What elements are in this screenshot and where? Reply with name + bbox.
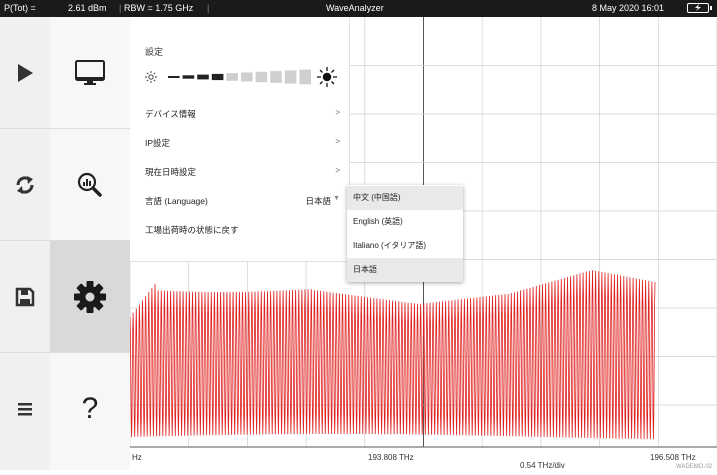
spectrum-trace [129,270,656,440]
sub-nav: ? [50,17,130,470]
brightness-low-icon [145,71,157,83]
rbw-readout: RBW = 1.75 GHz [124,3,194,13]
brightness-step [270,71,282,83]
brightness-step [255,71,268,83]
main-menu-button[interactable] [0,353,50,465]
chevron-right-icon: > [335,108,340,117]
brightness-step [226,73,238,81]
brightness-step [284,70,297,84]
x-axis-center-label: 193.808 THz [368,453,414,462]
settings-title: 設定 [145,47,164,57]
brightness-step [182,75,195,79]
battery-icon [687,3,712,13]
play-icon [18,63,33,82]
save-icon [15,287,35,306]
refresh-button[interactable] [0,129,50,241]
status-bar: P(Tot) = 2.61 dBm | RBW = 1.75 GHz | Wav… [0,0,717,17]
refresh-icon [16,175,34,194]
ptot-value: 2.61 dBm [68,3,107,13]
help-icon: ? [81,392,99,425]
language-select-value[interactable]: 日本語 [305,196,331,206]
gear-icon [74,280,106,313]
brightness-step [299,69,311,85]
left-nav [0,17,51,470]
menu-item-label: デバイス情報 [145,109,196,119]
brightness-step [211,73,224,81]
scale-per-div-label: 0.54 THz/div [520,461,565,470]
help-button[interactable]: ? [50,353,130,465]
monitor-icon [75,59,105,85]
chevron-down-icon: ▼ [333,195,340,202]
brightness-high-icon [317,67,337,87]
menu-item-label: 工場出荷時の状態に戻す [145,225,239,235]
menu-item-label: 言語 (Language) [145,196,208,206]
brightness-step [168,76,180,78]
divider: | [119,3,122,13]
divider: | [207,3,210,13]
language-option[interactable]: 中文 (中国語) [347,186,463,210]
watermark: WADEMO-02 [676,464,713,470]
language-dropdown: 中文 (中国語) English (英語) Italiano (イタリア語) 日… [347,185,463,282]
run-button[interactable] [0,17,50,129]
analysis-button[interactable] [50,129,130,241]
menu-item-ip-settings[interactable]: IP設定 > [145,137,340,149]
ptot-label: P(Tot) = [4,3,36,13]
menu-icon [18,403,32,416]
x-axis-start-label: Hz [132,453,142,462]
menu-item-factory-reset[interactable]: 工場出荷時の状態に戻す [145,224,340,236]
menu-item-datetime-settings[interactable]: 現在日時設定 > [145,166,340,178]
datetime: 8 May 2020 16:01 [592,3,665,13]
language-option[interactable]: 日本語 [347,258,463,282]
zoom-chart-icon [77,172,102,197]
settings-button[interactable] [50,241,130,353]
app-title: WaveAnalyzer [326,3,384,13]
brightness-slider[interactable] [145,66,340,88]
language-option[interactable]: Italiano (イタリア語) [353,241,427,250]
brightness-step [197,74,209,80]
menu-item-label: IP設定 [145,138,171,148]
chevron-right-icon: > [335,137,340,146]
x-axis-end-label: 196.508 THz [650,453,696,462]
menu-item-device-info[interactable]: デバイス情報 > [145,108,340,120]
language-option[interactable]: English (英語) [353,217,403,226]
menu-item-language[interactable]: 言語 (Language) 日本語 ▼ [145,195,340,207]
brightness-step [241,72,253,82]
chevron-right-icon: > [335,166,340,175]
display-button[interactable] [50,17,130,129]
menu-item-label: 現在日時設定 [145,167,197,177]
save-button[interactable] [0,241,50,353]
settings-menu: 設定 デバイス情報 > IP設定 > 現在日時設定 > 言語 (Language… [130,17,350,262]
